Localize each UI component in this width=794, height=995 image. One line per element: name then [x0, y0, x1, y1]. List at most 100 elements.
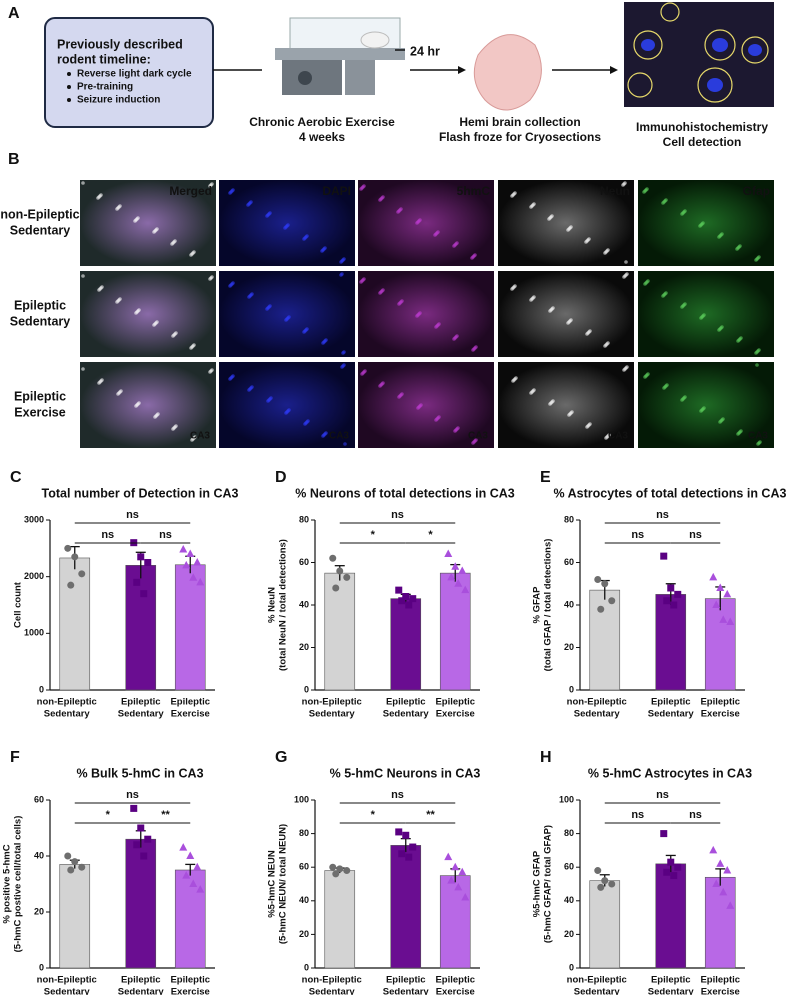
data-point: [395, 586, 403, 594]
data-point: [186, 549, 195, 557]
cell-spot: [190, 438, 194, 442]
cell-spot: [603, 344, 607, 348]
bar: [324, 870, 356, 969]
cell-spot: [228, 284, 232, 288]
cell-spot: [453, 429, 457, 433]
data-point: [64, 852, 72, 860]
cell-spot: [265, 307, 269, 311]
cell-spot: [360, 372, 364, 376]
bullet: [67, 85, 71, 89]
cell-spot: [566, 228, 570, 232]
cell-spot: [208, 184, 212, 188]
significance-label: *: [428, 529, 433, 541]
x-tick-label: Epileptic: [651, 975, 691, 986]
cell-spot: [339, 273, 343, 277]
micrograph: [638, 180, 774, 266]
cell-spot: [718, 420, 722, 424]
cell-spot: [115, 207, 119, 211]
data-point: [182, 871, 191, 879]
x-tick-label: Epileptic: [121, 975, 161, 986]
cell-spot: [152, 323, 156, 327]
cell-spot: [397, 395, 401, 399]
cell-spot: [415, 221, 419, 225]
significance-label: ns: [126, 789, 139, 801]
data-point: [336, 567, 344, 575]
region-label: CA3: [468, 431, 488, 442]
cell-spot: [396, 210, 400, 214]
row-label: Epileptic: [14, 389, 66, 403]
data-point: [608, 880, 616, 888]
data-point: [660, 830, 668, 838]
y-tick-label: 0: [304, 962, 309, 972]
row-label: Epileptic: [14, 298, 66, 312]
micrograph: [219, 362, 355, 448]
data-point: [712, 600, 721, 608]
data-point: [726, 617, 735, 625]
y-axis-label: (5-hmC GFAP/ total GFAP): [543, 825, 554, 943]
significance-label: ns: [656, 509, 669, 521]
significance-label: ns: [391, 789, 404, 801]
data-point: [458, 867, 467, 876]
panel-letter: G: [275, 749, 287, 766]
cell-spot: [283, 226, 287, 230]
cell-spot: [339, 260, 343, 264]
panel-letter: A: [8, 5, 20, 22]
y-tick-label: 3000: [24, 514, 44, 524]
data-point: [189, 879, 198, 887]
y-tick-label: 100: [294, 794, 309, 804]
data-point: [398, 850, 406, 858]
step-label: Hemi brain collection: [459, 115, 580, 129]
cell-spot: [171, 427, 175, 431]
cell-spot: [680, 212, 684, 216]
region-label: CA3: [190, 431, 210, 442]
cell-spot: [754, 351, 758, 355]
bar: [390, 598, 422, 691]
x-tick-label: Exercise: [436, 987, 475, 995]
x-tick-label: Epileptic: [435, 697, 475, 708]
data-point: [667, 858, 675, 866]
data-point: [405, 853, 413, 861]
data-point: [402, 831, 410, 839]
y-tick-label: 0: [569, 962, 574, 972]
y-axis-label: (5-hmC NEUN/ total NEUN): [278, 824, 289, 944]
data-point: [667, 584, 675, 592]
data-point: [594, 576, 602, 583]
cell-spot: [548, 309, 552, 313]
data-point: [78, 863, 86, 871]
ihc-nuclei: [641, 38, 762, 92]
x-tick-label: Exercise: [171, 709, 210, 720]
bar: [589, 880, 621, 969]
panel-letter: E: [540, 469, 551, 486]
cell-spot: [189, 253, 193, 257]
y-tick-label: 0: [304, 684, 309, 694]
x-tick-label: Epileptic: [386, 697, 426, 708]
data-point: [601, 877, 609, 885]
cell-spot: [585, 425, 589, 429]
cell-spot: [566, 321, 570, 325]
cell-spot: [603, 251, 607, 255]
data-point: [405, 601, 413, 609]
cell-spot: [153, 415, 157, 419]
cell-spot: [265, 214, 269, 218]
cell-spot: [754, 258, 758, 262]
cell-spot: [170, 242, 174, 246]
significance-label: **: [161, 809, 170, 821]
y-tick-label: 20: [564, 929, 574, 939]
bar: [59, 864, 91, 969]
cell-spot: [284, 318, 288, 322]
data-point: [601, 580, 609, 588]
y-tick-label: 40: [299, 599, 309, 609]
row-label: non-Epileptic: [0, 207, 79, 221]
data-point: [454, 579, 463, 587]
y-tick-label: 20: [34, 906, 44, 916]
y-tick-label: 80: [564, 828, 574, 838]
y-axis-label: % GFAP: [532, 586, 543, 624]
micrograph: [498, 271, 634, 357]
cell-spot: [434, 325, 438, 329]
timeline-item: Pre-training: [77, 82, 133, 93]
cell-spot: [228, 191, 232, 195]
panel-letter: H: [540, 749, 552, 766]
data-point: [454, 882, 463, 891]
cell-spot: [152, 230, 156, 234]
panel-letter: F: [10, 749, 20, 766]
